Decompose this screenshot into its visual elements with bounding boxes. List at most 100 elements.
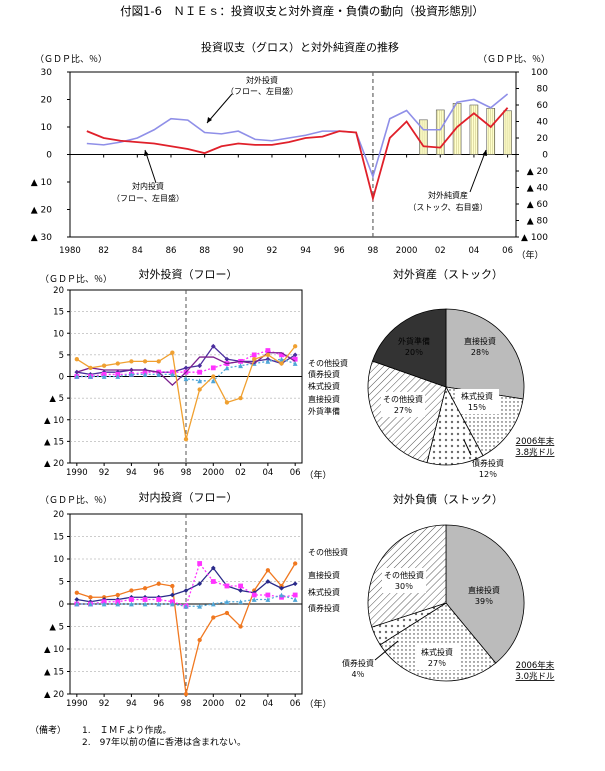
x-label-inward-flow: （年）: [304, 698, 331, 710]
legend-label: 債券投資: [308, 369, 340, 379]
net-asset-bar-fill: [486, 108, 496, 155]
data-point: [142, 586, 148, 591]
data-point: [292, 361, 298, 366]
data-point: [197, 378, 203, 384]
x-tick-label: 92: [267, 246, 278, 256]
y-tick-label-left: ▲ 20: [31, 206, 53, 216]
chart-top: 投資収支（グロス）と対外純資産の推移 （ＧＤＰ比、％） （ＧＤＰ比、％） （年）…: [31, 40, 550, 261]
x-label-top: （年）: [516, 249, 543, 261]
note-2: 2. 97年以前の値に香港は含まれない。: [82, 736, 246, 748]
data-point: [279, 352, 284, 358]
y-tick-label-left: ▲ 30: [31, 233, 53, 243]
chart-inward-flow: 対内投資（フロー） （ＧＤＰ比、％） （年） 20 15 10 5 0 ▲ 5 ▲ 10 ▲ …: [40, 490, 348, 710]
pie-slice-label: 債券投資 4％: [342, 658, 374, 679]
data-point: [115, 374, 121, 379]
y-tick-label: 15: [53, 533, 64, 543]
data-point: [197, 387, 202, 392]
data-point: [210, 579, 216, 584]
data-point: [238, 599, 243, 605]
x-tick-label: 06: [502, 246, 513, 256]
pie-slice-label: その他投資 27％: [381, 392, 425, 417]
data-point: [88, 365, 93, 371]
y-tick-label-left: 30: [41, 68, 53, 78]
annotation-arrowhead-net-asset: [482, 150, 487, 156]
data-point: [129, 588, 134, 593]
pie-slice-name: 直接投資: [464, 336, 496, 346]
data-point: [211, 374, 216, 379]
data-point: [156, 581, 161, 586]
pie-note-assets-1: 2006年末: [516, 436, 555, 447]
data-point: [224, 356, 230, 362]
data-point: [74, 357, 79, 362]
data-point: [183, 376, 189, 382]
data-point: [88, 601, 93, 607]
data-point: [210, 565, 216, 571]
pie-slice-pct: 27％: [428, 659, 446, 668]
x-tick-label: 98: [368, 246, 379, 256]
y-tick-label: 0: [59, 373, 64, 383]
y-tick-label: ▲ 10: [44, 645, 64, 655]
pie-slice-name: 外貨準備: [398, 336, 430, 346]
legend-label: 株式投資: [308, 381, 340, 391]
pie-title-liabilities: 対外負債（ストック）: [393, 492, 503, 506]
x-tick-label: 92: [99, 468, 110, 478]
data-point: [224, 400, 230, 405]
y-tick-label: 15: [53, 308, 64, 318]
x-tick-label: 98: [181, 468, 192, 478]
data-point: [156, 359, 161, 364]
pie-slice-label: 外貨準備 20％: [398, 336, 430, 357]
y-label-left-top: （ＧＤＰ比、％）: [35, 53, 107, 65]
data-point: [101, 374, 107, 379]
pie-leader-line: [463, 439, 472, 456]
data-point: [88, 374, 93, 379]
data-point: [251, 592, 257, 598]
x-tick-label: 94: [300, 246, 311, 256]
data-point: [238, 588, 243, 593]
legend-label: その他投資: [308, 547, 348, 557]
y-label-right-top: （ＧＤＰ比、％）: [478, 53, 550, 65]
data-point: [156, 601, 162, 607]
chart-outward-flow: 対外投資（フロー） （ＧＤＰ比、％） （年） 20 15 10 5 0 ▲ 5 ▲ 10 ▲ …: [40, 267, 348, 481]
pie-label-bg: [381, 392, 425, 417]
pie-slice-name: その他投資: [383, 394, 423, 404]
pie-slice: [445, 308, 525, 400]
y-tick-label: 5: [59, 578, 64, 588]
pie-title-assets: 対外資産（ストック）: [393, 267, 503, 281]
pie-slice-pct: 12％: [479, 470, 497, 479]
net-asset-bar-fill: [469, 104, 479, 155]
data-point: [183, 365, 189, 371]
pie-slice-pct: 15％: [468, 403, 486, 412]
x-tick-label: 88: [199, 246, 210, 256]
pie-slice-label: 直接投資 28％: [464, 336, 496, 357]
pie-leader-line: [374, 640, 399, 661]
data-point: [115, 592, 120, 598]
legend-label: 直接投資: [308, 570, 340, 580]
data-point: [292, 352, 298, 358]
y-tick-label-right: ▲ 80: [527, 217, 549, 227]
pie-slice-label: その他投資 30％: [382, 568, 426, 593]
y-tick-label: ▲ 20: [44, 459, 64, 469]
data-point: [183, 437, 189, 442]
pie-slice-pct: 28％: [471, 348, 489, 357]
chart-title-top: 投資収支（グロス）と対外純資産の推移: [201, 40, 399, 54]
pie-slice-label: 株式投資 27％: [415, 645, 459, 670]
x-tick-label: 90: [233, 246, 244, 256]
y-tick-label: ▲ 5: [49, 623, 64, 633]
x-tick-label: 96: [334, 246, 345, 256]
pie-slice-name: 株式投資: [421, 647, 453, 657]
y-tick-label-right: 100: [531, 68, 548, 78]
y-tick-label-left: 10: [41, 123, 53, 133]
x-tick-label: 02: [235, 468, 246, 478]
y-tick-label-right: ▲ 40: [527, 184, 549, 194]
y-tick-label: ▲ 15: [44, 437, 64, 447]
net-asset-bar: [486, 108, 496, 155]
x-tick-label: 2000: [202, 699, 224, 709]
net-asset-bar: [469, 104, 479, 155]
pie-slice-label: 債券投資 12％: [472, 458, 504, 479]
y-tick-label-right: 40: [537, 118, 549, 128]
data-point: [142, 597, 148, 602]
data-point: [210, 601, 216, 607]
data-point: [252, 357, 257, 362]
data-point: [142, 371, 148, 377]
